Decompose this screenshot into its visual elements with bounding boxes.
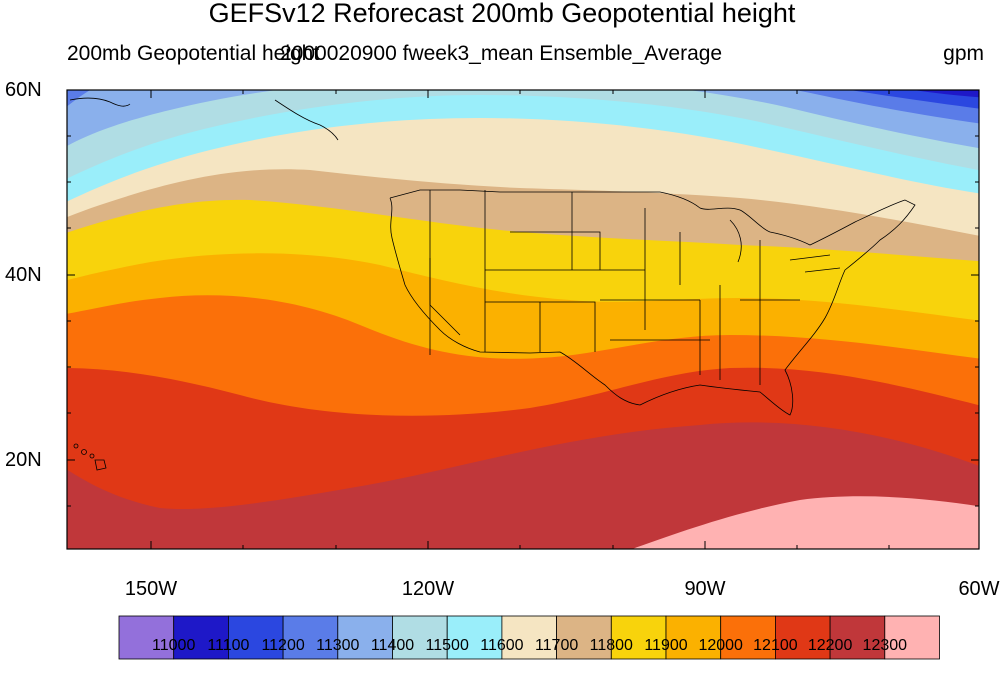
lat-ticks (67, 89, 979, 507)
hawaii-islands (73, 443, 107, 471)
colorbar-swatch (665, 615, 722, 660)
colorbar-label: 11500 (425, 637, 469, 654)
lat-label-20n: 20N (5, 449, 42, 471)
lat-label-60n: 60N (5, 79, 42, 101)
colorbar-swatch (227, 615, 284, 660)
lat-label-40n: 40N (5, 264, 42, 286)
band-12300-high (631, 496, 979, 549)
band-11100 (913, 90, 979, 98)
colorbar-swatch (392, 615, 448, 660)
variable-label: 200mb Geopotential height (67, 42, 320, 65)
band-11400-west (67, 90, 277, 146)
colorbar-swatch (501, 615, 557, 660)
colorbar-label: 12300 (862, 637, 908, 654)
colorbar-label: 11200 (261, 637, 305, 654)
colorbar-label: 12200 (807, 637, 853, 654)
map-title: GEFSv12 Reforecast 200mb Geopotential he… (208, 0, 796, 28)
colorbar-swatch (446, 615, 503, 660)
lon-label-120w: 120W (401, 578, 455, 600)
colorbar-label: 11000 (152, 637, 196, 654)
band-11200 (850, 90, 979, 109)
colorbar-swatch (829, 615, 886, 660)
colorbar-swatch (720, 615, 776, 660)
colorbar-label: 12000 (698, 637, 743, 654)
colorbar-label: 11700 (534, 637, 579, 654)
lon-ticks (150, 90, 980, 549)
contour-fill (67, 90, 979, 549)
colorbar-swatch (173, 615, 229, 660)
colorbar-swatch (118, 615, 175, 660)
colorbar-label: 11600 (480, 637, 524, 654)
band-11300-west (67, 90, 91, 107)
colorbar-label: 11900 (644, 637, 688, 654)
units-label: gpm (943, 42, 984, 65)
colorbar-swatch (775, 615, 831, 660)
lon-label-90w: 90W (684, 578, 726, 600)
colorbar (118, 615, 940, 660)
map-frame (66, 89, 980, 550)
colorbar-label: 11300 (316, 637, 360, 654)
colorbar-label: 11800 (589, 637, 633, 654)
lon-label-60w: 60W (958, 578, 1000, 600)
colorbar-swatch (282, 615, 339, 660)
coastlines (69, 97, 916, 416)
colorbar-swatch (884, 615, 940, 660)
band-11500 (67, 90, 979, 179)
forecast-info-label: 2000020900 fweek3_mean Ensemble_Average (280, 42, 723, 65)
colorbar-swatch (610, 615, 667, 660)
lon-label-150w: 150W (124, 578, 178, 600)
colorbar-label: 11100 (207, 637, 250, 654)
colorbar-label: 12100 (753, 637, 798, 654)
colorbar-label: 11400 (370, 637, 415, 654)
colorbar-swatch (337, 615, 393, 660)
